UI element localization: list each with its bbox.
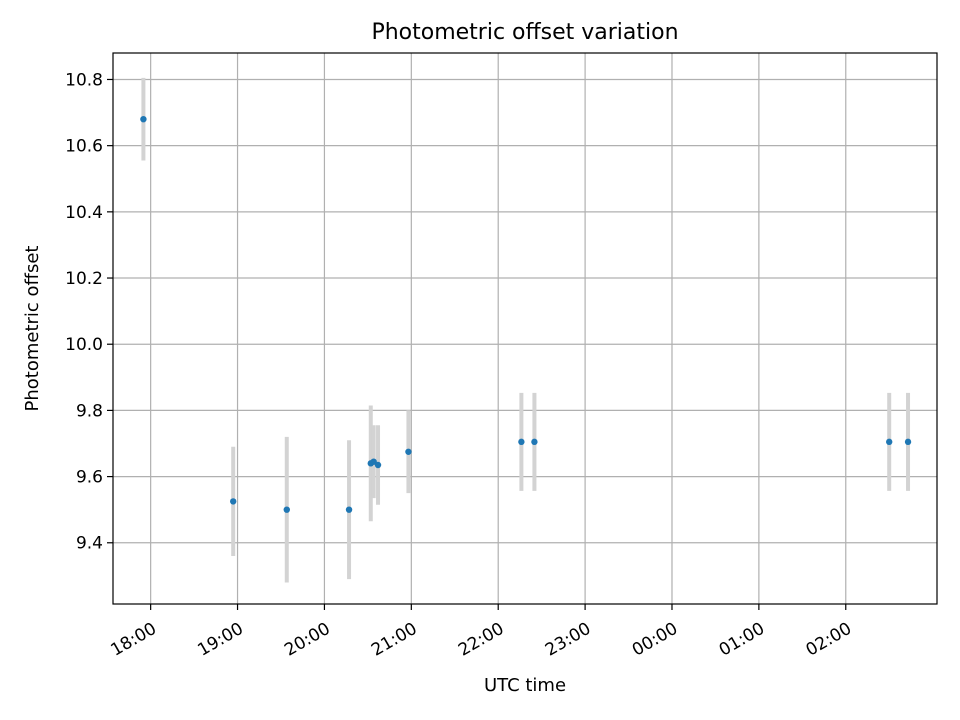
x-tick-label: 00:00 bbox=[629, 619, 681, 661]
data-point bbox=[229, 498, 237, 505]
data-point bbox=[345, 506, 353, 513]
y-tick-label: 10.6 bbox=[65, 137, 103, 157]
data-point bbox=[405, 448, 412, 455]
axis-ticks: 18:00 19:00 20:00 21:00 22:00 23:00 00:00 01:00… bbox=[65, 70, 855, 660]
data-point bbox=[374, 461, 382, 469]
x-tick-label: 01:00 bbox=[716, 619, 768, 661]
y-tick-label: 10.0 bbox=[65, 335, 103, 355]
error-bars bbox=[141, 77, 911, 583]
y-tick-label: 9.6 bbox=[76, 468, 103, 488]
data-point bbox=[140, 115, 147, 123]
x-tick-label: 22:00 bbox=[455, 619, 507, 661]
data-point bbox=[904, 438, 912, 446]
x-tick-label: 23:00 bbox=[542, 619, 594, 661]
data-point bbox=[518, 438, 525, 446]
x-tick-label: 19:00 bbox=[194, 619, 246, 661]
data-point bbox=[370, 458, 377, 465]
x-tick-label: 20:00 bbox=[281, 619, 333, 661]
data-point bbox=[283, 506, 290, 513]
plot-area bbox=[112, 52, 938, 605]
x-tick-label: 02:00 bbox=[803, 619, 855, 661]
grid bbox=[113, 53, 937, 604]
y-tick-label: 9.8 bbox=[76, 401, 103, 421]
data-point bbox=[531, 438, 538, 446]
data-points bbox=[140, 115, 912, 513]
y-tick-label: 10.8 bbox=[65, 70, 103, 90]
y-tick-label: 10.4 bbox=[65, 203, 103, 223]
chart-title: Photometric offset variation bbox=[371, 20, 678, 45]
x-tick-label: 18:00 bbox=[108, 619, 160, 661]
x-axis-label: UTC time bbox=[484, 675, 566, 696]
y-tick-label: 10.2 bbox=[65, 269, 103, 289]
x-tick-label: 21:00 bbox=[368, 619, 420, 661]
y-tick-label: 9.4 bbox=[76, 534, 103, 554]
data-point bbox=[886, 438, 893, 446]
y-axis-label: Photometric offset bbox=[22, 246, 43, 412]
